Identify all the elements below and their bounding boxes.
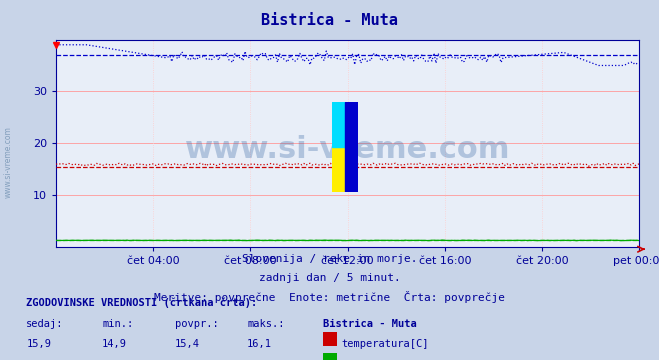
Bar [331, 102, 345, 147]
Text: Bistrica - Muta: Bistrica - Muta [323, 319, 416, 329]
Text: povpr.:: povpr.: [175, 319, 218, 329]
Text: Bistrica - Muta: Bistrica - Muta [261, 13, 398, 28]
Text: sedaj:: sedaj: [26, 319, 64, 329]
Text: Slovenija / reke in morje.: Slovenija / reke in morje. [242, 254, 417, 264]
Text: 14,9: 14,9 [102, 339, 127, 350]
Bar [331, 147, 345, 192]
Text: www.si-vreme.com: www.si-vreme.com [185, 135, 510, 164]
Text: 15,4: 15,4 [175, 339, 200, 350]
Text: maks.:: maks.: [247, 319, 285, 329]
Text: ZGODOVINSKE VREDNOSTI (črtkana črta):: ZGODOVINSKE VREDNOSTI (črtkana črta): [26, 297, 258, 307]
Text: temperatura[C]: temperatura[C] [341, 339, 429, 350]
Text: 16,1: 16,1 [247, 339, 272, 350]
Text: min.:: min.: [102, 319, 133, 329]
Text: www.si-vreme.com: www.si-vreme.com [3, 126, 13, 198]
Text: zadnji dan / 5 minut.: zadnji dan / 5 minut. [258, 273, 401, 283]
Text: 15,9: 15,9 [26, 339, 51, 350]
Bar [345, 102, 358, 192]
Text: Meritve: povprečne  Enote: metrične  Črta: povprečje: Meritve: povprečne Enote: metrične Črta:… [154, 291, 505, 303]
